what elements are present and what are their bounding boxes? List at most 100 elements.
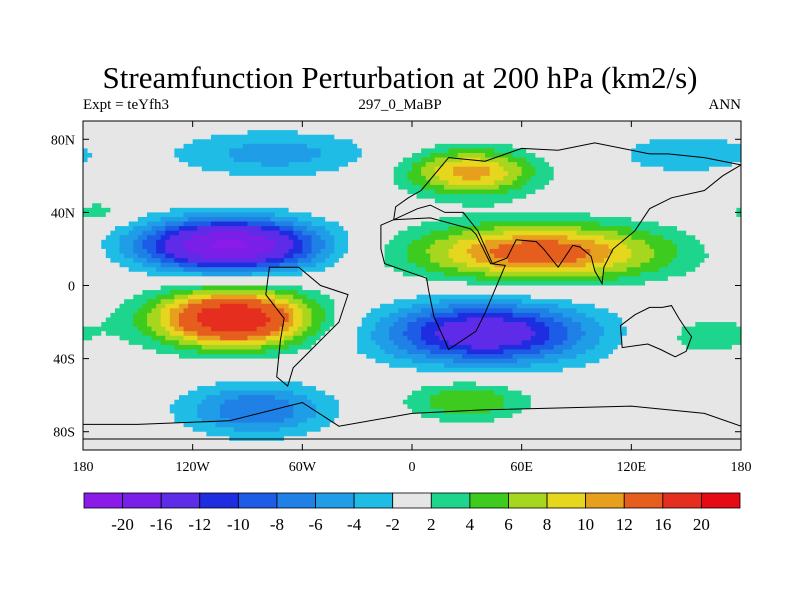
field-cell xyxy=(293,221,313,227)
x-tick-label: 120W xyxy=(176,460,211,475)
field-cell xyxy=(133,294,157,300)
field-cell xyxy=(617,230,651,236)
field-cell xyxy=(334,262,386,268)
field-cell xyxy=(119,335,153,341)
field-cell xyxy=(343,226,409,232)
field-cell xyxy=(507,386,741,392)
field-cell xyxy=(302,340,317,346)
field-cell xyxy=(361,152,413,159)
field-cell xyxy=(83,184,399,191)
field-cell xyxy=(92,152,175,159)
field-cell xyxy=(425,162,445,168)
field-cell xyxy=(174,294,189,300)
field-cell xyxy=(119,235,139,241)
field-cell xyxy=(165,253,175,259)
field-cell xyxy=(124,253,139,259)
field-cell xyxy=(370,335,390,341)
field-cell xyxy=(667,276,741,282)
field-cell xyxy=(494,226,582,232)
field-cell xyxy=(302,230,317,236)
field-cell xyxy=(83,280,468,287)
field-cell xyxy=(142,331,157,337)
field-cell xyxy=(425,276,477,282)
field-cell xyxy=(274,395,308,401)
field-cell xyxy=(316,386,422,392)
field-cell xyxy=(421,326,441,332)
field-cell xyxy=(521,340,546,346)
field-cell xyxy=(265,340,285,346)
field-cell xyxy=(425,340,450,346)
field-cell xyxy=(83,344,144,351)
field-cell xyxy=(160,312,171,319)
field-cell xyxy=(284,418,308,424)
colorbar-label: 10 xyxy=(577,515,594,534)
field-cell xyxy=(101,203,463,209)
field-cell xyxy=(398,308,422,314)
field-cell xyxy=(210,221,249,227)
field-cell xyxy=(220,408,294,415)
field-cell xyxy=(599,221,660,227)
field-cell xyxy=(430,230,463,236)
field-cell xyxy=(457,152,486,159)
field-cell xyxy=(544,340,564,346)
field-cell xyxy=(197,408,221,415)
field-cell xyxy=(594,267,628,273)
field-cell xyxy=(128,340,162,346)
field-cell xyxy=(151,253,166,259)
colorbar-label: -2 xyxy=(386,515,400,534)
field-cell xyxy=(530,294,741,300)
field-cell xyxy=(480,221,600,227)
colorbar-label: -16 xyxy=(150,515,173,534)
field-cell xyxy=(320,248,335,255)
field-cell xyxy=(366,354,395,360)
field-cell xyxy=(329,253,345,259)
field-cell xyxy=(174,253,203,259)
field-cell xyxy=(188,303,221,309)
field-cell xyxy=(83,404,171,410)
field-cell xyxy=(220,335,249,341)
field-cell xyxy=(334,248,349,255)
field-cell xyxy=(343,253,386,259)
field-cell xyxy=(320,303,335,309)
field-cell xyxy=(398,317,418,323)
field-cell xyxy=(293,390,326,396)
field-cell xyxy=(201,285,267,291)
field-cell xyxy=(695,322,738,328)
field-cell xyxy=(681,326,741,332)
field-cell xyxy=(334,395,409,401)
field-cell xyxy=(279,326,290,332)
field-cell xyxy=(329,294,418,300)
field-cell xyxy=(83,248,107,255)
field-cell xyxy=(316,299,335,305)
colorbar-swatch xyxy=(585,492,625,509)
field-cell xyxy=(325,239,335,245)
field-cell xyxy=(201,322,267,328)
field-cell xyxy=(105,235,121,241)
field-cell xyxy=(512,143,637,150)
field-cell xyxy=(635,143,741,150)
field-cell xyxy=(178,157,235,163)
field-cell xyxy=(197,349,267,355)
field-cell xyxy=(736,212,741,218)
field-cell xyxy=(128,221,148,227)
field-cell xyxy=(736,207,741,213)
colorbar-swatch xyxy=(122,492,162,509)
field-cell xyxy=(512,235,568,241)
colorbar-label: 6 xyxy=(504,515,513,534)
field-cell xyxy=(585,253,610,259)
field-cell xyxy=(128,230,144,236)
field-cell xyxy=(535,171,555,177)
field-cell xyxy=(677,248,706,255)
field-cell xyxy=(197,340,267,346)
field-cell xyxy=(83,258,112,264)
field-cell xyxy=(220,413,294,419)
field-cell xyxy=(156,244,166,250)
field-cell xyxy=(83,157,89,163)
field-cell xyxy=(183,244,212,250)
field-cell xyxy=(83,399,175,405)
field-cell xyxy=(398,162,413,168)
field-cell xyxy=(462,354,514,360)
field-cell xyxy=(133,244,144,250)
field-cell xyxy=(110,312,134,319)
field-cell xyxy=(512,198,741,204)
